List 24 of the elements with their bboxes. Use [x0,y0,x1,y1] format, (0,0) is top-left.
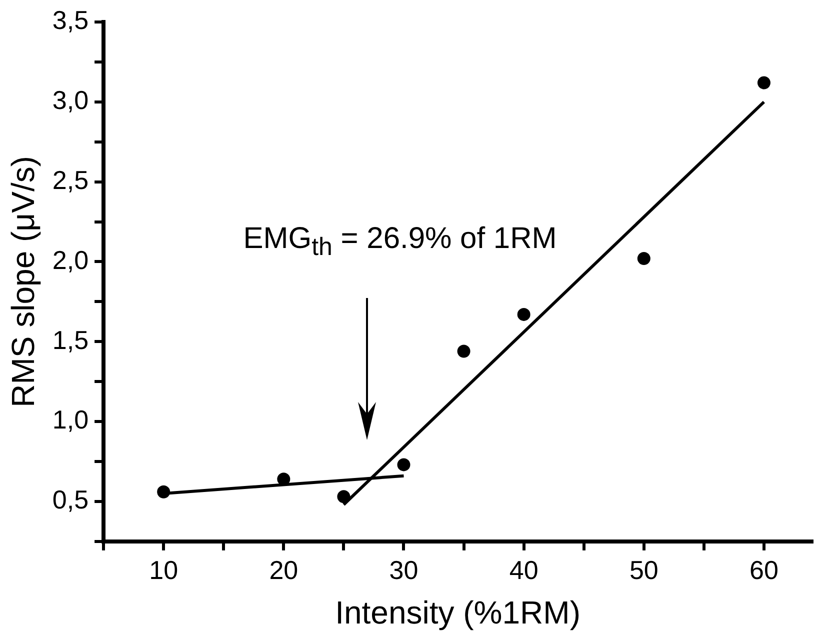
x-tick-label: 30 [389,555,418,586]
x-tick-label: 20 [269,555,298,586]
y-tick-label: 3,5 [52,5,89,36]
point [277,472,290,486]
y-tick-label: 1,5 [52,324,89,355]
y-tick-label: 2,0 [52,244,89,275]
annotation: EMG$_{th}$ = 26.9% of 1RM [242,222,558,262]
y-tick-label: 0,5 [52,484,89,515]
point [157,485,170,498]
x-tick-label: 50 [629,555,658,586]
y-tick-label: 2,5 [52,164,89,195]
y-tick-label: 3,0 [52,85,89,116]
y-axis-title: RMS slope (μV/s) [5,156,42,408]
x-tick-label: 40 [509,555,538,586]
point [757,76,770,90]
point [517,308,530,321]
point [337,490,350,504]
point [457,344,470,358]
x-tick-label: 60 [750,555,778,586]
x-tick-label: 10 [149,555,178,586]
point [637,252,650,266]
y-tick-label: 1,0 [52,404,89,435]
point [397,458,410,472]
x-axis-title: Intensity (%1RM) [335,594,580,631]
